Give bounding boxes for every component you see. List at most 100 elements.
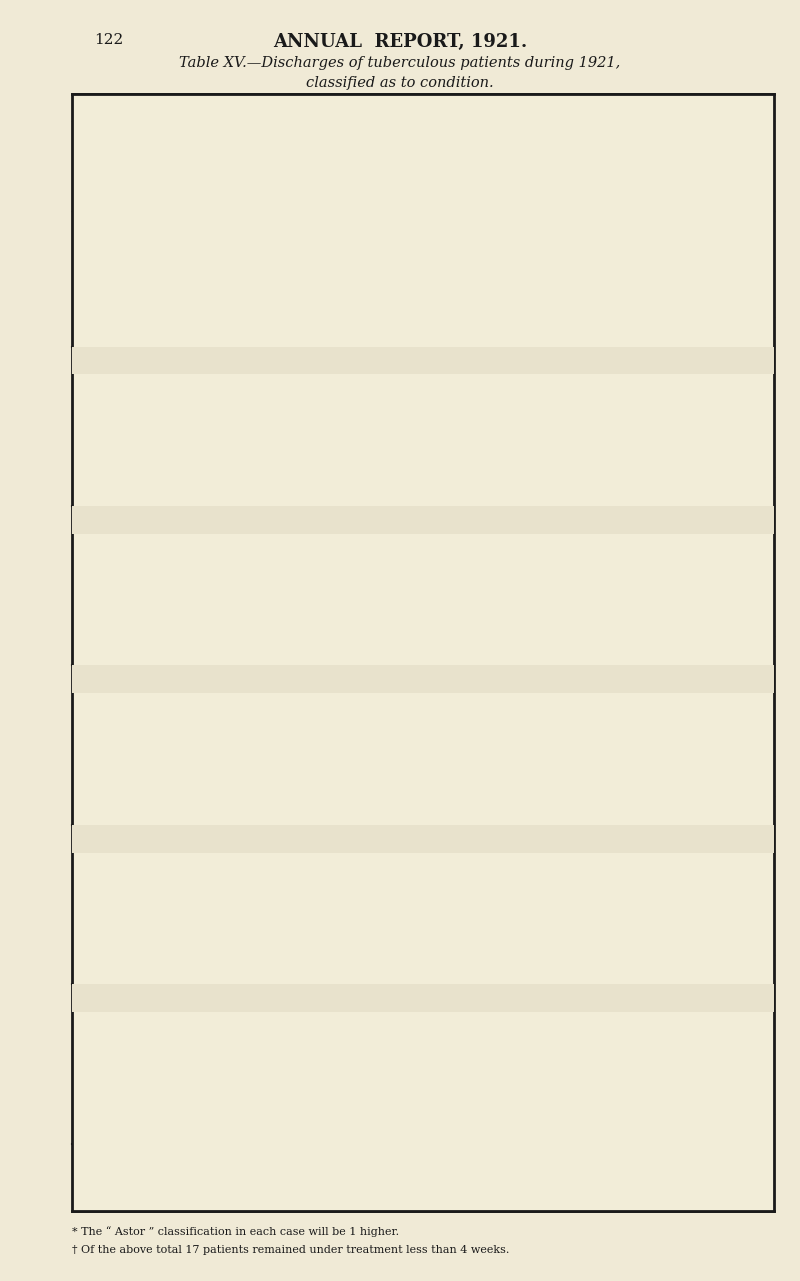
- Text: 1: 1: [429, 565, 436, 579]
- Text: ....: ....: [674, 327, 687, 337]
- Text: 27: 27: [425, 935, 440, 949]
- Text: 164: 164: [732, 1044, 754, 1057]
- Text: ....   ....   ....: .... .... ....: [102, 619, 158, 628]
- Text: 9: 9: [677, 725, 685, 738]
- Text: 381: 381: [476, 725, 498, 738]
- Text: 1: 1: [677, 963, 685, 976]
- Text: ....: ....: [610, 886, 622, 895]
- Text: ....: ....: [542, 274, 555, 283]
- Text: Much improved: Much improved: [78, 701, 170, 711]
- Text: 168: 168: [476, 246, 498, 260]
- Text: ....   ....   ....: .... .... ....: [130, 274, 187, 283]
- Text: ....: ....: [542, 1020, 555, 1030]
- Text: 11: 11: [321, 644, 335, 657]
- Text: HIGH  WOOD.: HIGH WOOD.: [370, 354, 476, 366]
- Text: 2: 2: [677, 432, 685, 445]
- Text: 27: 27: [321, 1070, 335, 1082]
- Text: 16: 16: [373, 1070, 388, 1082]
- Text: 115: 115: [369, 725, 391, 738]
- Text: 16: 16: [735, 910, 750, 924]
- Text: 111: 111: [317, 1044, 339, 1057]
- Text: Worse: Worse: [78, 459, 114, 469]
- Text: 163: 163: [732, 406, 754, 419]
- Text: 5: 5: [739, 1095, 746, 1108]
- Text: ....   ....   ....: .... .... ....: [114, 407, 170, 418]
- Text: ....   ....: .... ....: [166, 806, 201, 815]
- Text: 2: 2: [546, 591, 553, 605]
- Text: In statu quo: In statu quo: [78, 1071, 149, 1081]
- Text: ....: ....: [610, 646, 622, 656]
- Text: Improved: Improved: [78, 249, 134, 257]
- Text: Improved: Improved: [78, 567, 134, 576]
- Text: 139: 139: [732, 272, 754, 286]
- Text: 6: 6: [483, 616, 490, 630]
- Text: 1: 1: [677, 910, 685, 924]
- Text: 1: 1: [377, 406, 384, 419]
- Text: 43: 43: [735, 776, 750, 789]
- Text: ....: ....: [610, 1097, 622, 1107]
- Text: ....: ....: [374, 938, 386, 947]
- Text: 95: 95: [321, 380, 336, 393]
- Text: ....: ....: [610, 778, 622, 788]
- Text: 151: 151: [476, 380, 498, 393]
- Text: 9: 9: [739, 884, 746, 898]
- Text: PINEWOOD.: PINEWOOD.: [378, 991, 469, 1004]
- Text: ....: ....: [610, 861, 622, 870]
- Text: ....: ....: [322, 223, 334, 232]
- Text: 1: 1: [377, 1095, 384, 1108]
- Text: ....: ....: [674, 1020, 687, 1030]
- Text: ....: ....: [542, 938, 555, 947]
- Text: ANNUAL  REPORT, 1921.: ANNUAL REPORT, 1921.: [273, 33, 527, 51]
- Text: ....: ....: [610, 223, 622, 232]
- Text: ....   ....   ....: .... .... ....: [114, 1045, 170, 1056]
- Text: COLINDALE  HOSPITAL.: COLINDALE HOSPITAL.: [332, 101, 514, 114]
- Text: 33: 33: [542, 406, 557, 419]
- Text: 198: 198: [317, 1122, 339, 1136]
- Text: 280: 280: [476, 1122, 498, 1136]
- Text: ....   ....   ....: .... .... ....: [134, 1020, 191, 1030]
- Text: 4: 4: [429, 1044, 436, 1057]
- Text: ....: ....: [542, 300, 555, 309]
- Text: ....: ....: [542, 912, 555, 921]
- Text: 156: 156: [476, 1044, 498, 1057]
- Text: III.: III.: [423, 182, 442, 195]
- Text: 41: 41: [373, 1044, 388, 1057]
- Text: ....: ....: [374, 433, 386, 443]
- Text: Total discharges: Total discharges: [98, 965, 193, 975]
- Text: ....: ....: [426, 223, 438, 232]
- Text: ....: ....: [610, 433, 622, 443]
- Text: ....: ....: [674, 593, 687, 602]
- Text: 59: 59: [321, 1018, 336, 1031]
- Text: 30: 30: [674, 380, 688, 393]
- Text: 12: 12: [542, 1122, 556, 1136]
- Text: 240: 240: [369, 803, 391, 817]
- Text: Much improved: Much improved: [78, 1020, 170, 1030]
- Text: Improved: Improved: [78, 1045, 134, 1056]
- Text: ....: ....: [322, 327, 334, 337]
- Text: ....: ....: [322, 778, 334, 788]
- Text: Tuberculous
other than
pulmonary.: Tuberculous other than pulmonary.: [666, 136, 696, 196]
- Text: NORTHERN HOSPITAL (PART OF).: NORTHERN HOSPITAL (PART OF).: [293, 673, 554, 685]
- Text: ....: ....: [322, 912, 334, 921]
- Text: 14: 14: [321, 751, 335, 763]
- Text: ....   ....: .... ....: [166, 646, 201, 656]
- Text: 15: 15: [479, 910, 494, 924]
- Text: 22: 22: [542, 539, 556, 553]
- Text: ....   ....   ....: .... .... ....: [134, 701, 191, 711]
- Text: Worse: Worse: [78, 619, 114, 628]
- Text: 15: 15: [479, 565, 494, 579]
- Text: ....: ....: [374, 249, 386, 257]
- Text: Worse: Worse: [78, 938, 114, 947]
- Text: 1: 1: [377, 591, 384, 605]
- Text: 191: 191: [422, 725, 443, 738]
- Text: ....: ....: [542, 778, 555, 788]
- Text: 9: 9: [429, 884, 436, 898]
- Text: ....: ....: [674, 861, 687, 870]
- Text: 43: 43: [479, 776, 494, 789]
- Text: 2: 2: [677, 699, 685, 712]
- Text: ....: ....: [610, 726, 622, 737]
- Text: ....   ....   ....: .... .... ....: [130, 593, 187, 602]
- Text: †292: †292: [729, 1122, 757, 1136]
- Text: 3: 3: [546, 803, 553, 817]
- Text: ....: ....: [322, 861, 334, 870]
